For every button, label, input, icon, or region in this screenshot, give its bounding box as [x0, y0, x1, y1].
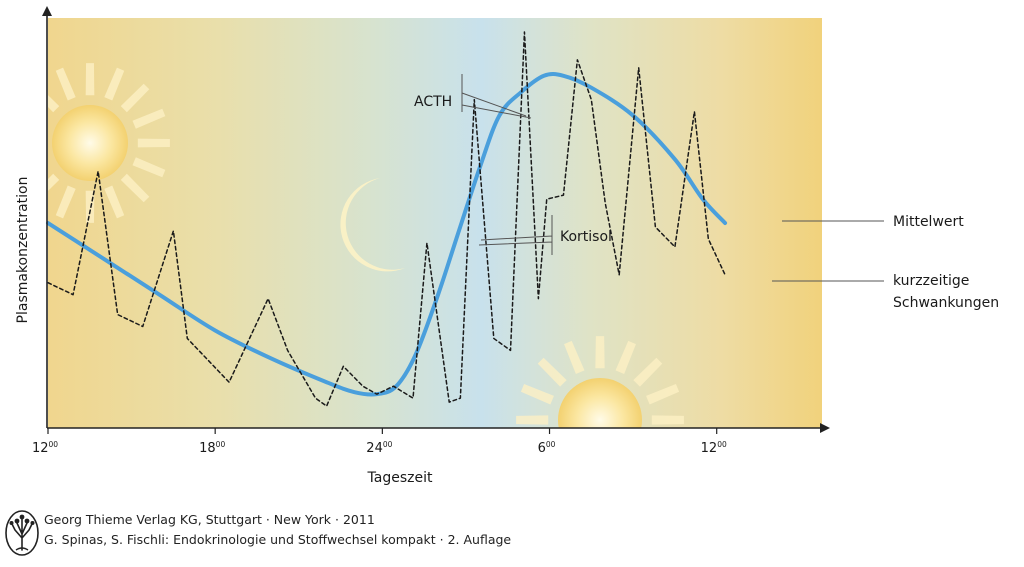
x-axis-label: Tageszeit	[367, 470, 433, 486]
y-axis-arrow	[42, 6, 52, 16]
x-tick-label: 1200	[32, 440, 58, 456]
credit-line-1: Georg Thieme Verlag KG, Stuttgart · New …	[44, 512, 375, 527]
x-tick-label: 600	[538, 440, 556, 456]
legend-mittelwert-label: Mittelwert	[893, 214, 964, 230]
annotation-acth: ACTH	[414, 94, 452, 110]
series-mittelwert-line	[46, 72, 728, 397]
x-tick-label: 2400	[366, 440, 392, 456]
chart: ACTH Kortisol Mittelwert kurzzeitige Schwank…	[15, 6, 999, 486]
annotation-kortisol-leader	[478, 215, 553, 255]
plot-background	[48, 18, 822, 428]
sun-icon	[516, 336, 684, 428]
y-axis-label: Plasmakonzentration	[15, 177, 31, 324]
sun-icon	[48, 63, 170, 223]
credit-line-2: G. Spinas, S. Fischli: Endokrinologie un…	[44, 532, 512, 547]
legend-schwankungen-label-1: kurzzeitige	[893, 273, 969, 289]
x-tick-label: 1200	[701, 440, 727, 456]
publisher-logo	[5, 510, 39, 556]
legend-schwankungen-label-2: Schwankungen	[893, 295, 999, 311]
annotation-kortisol: Kortisol	[560, 229, 612, 245]
x-axis-arrow	[820, 423, 830, 433]
x-tick-label: 1800	[199, 440, 225, 456]
series-schwankungen-line	[47, 31, 726, 407]
annotation-acth-leader	[461, 74, 532, 119]
